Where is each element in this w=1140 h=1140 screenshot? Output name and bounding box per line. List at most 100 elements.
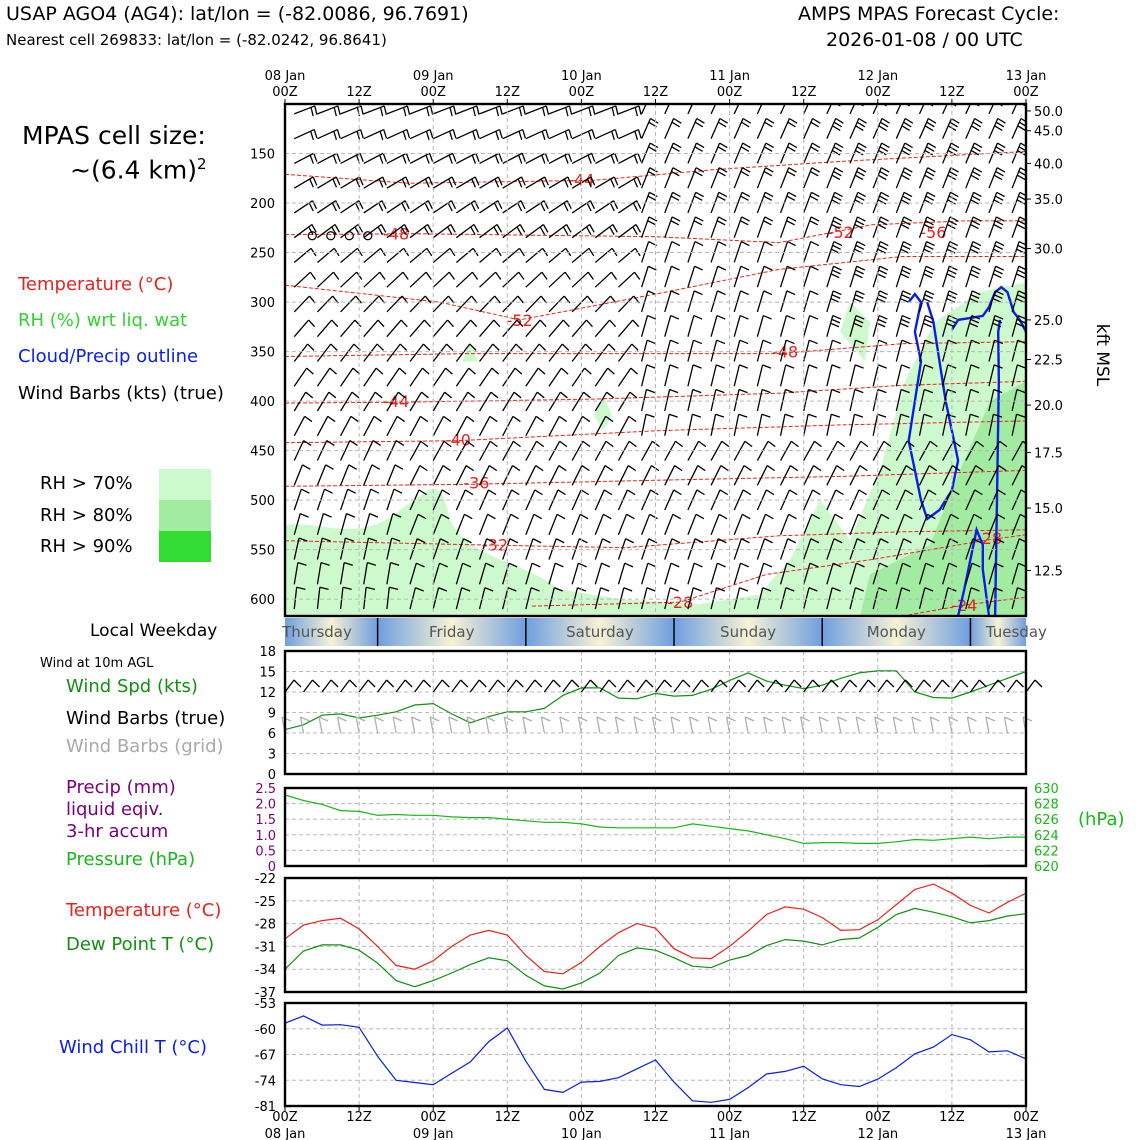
wind-barb-feather [922, 322, 932, 328]
grid-wind-barb [929, 716, 935, 734]
wind-barb-feather [298, 537, 308, 542]
wind-barb-shaft [455, 563, 464, 585]
wind-barb-shaft [803, 216, 812, 238]
true-wind-barb-feather [349, 679, 358, 688]
dewpoint-line-point [821, 944, 823, 946]
windchill-line-point [932, 1046, 934, 1048]
true-wind-barb-feather [478, 679, 487, 688]
wind-barb-shaft [363, 464, 373, 486]
wind-barb-feather [788, 142, 798, 149]
wind-barb-shaft [1011, 315, 1019, 337]
wind-barb-feather [638, 105, 642, 115]
legend-rh90-swatch [159, 531, 211, 562]
wind-speed-line-point [877, 670, 879, 672]
wind-barb-feather [948, 244, 957, 250]
true-wind-barb-feather [941, 679, 950, 688]
wind-barb-feather [565, 107, 569, 117]
wind-barb-feather [997, 117, 1006, 124]
wind-barb-shaft [641, 440, 653, 461]
wind-barb-feather [513, 391, 522, 399]
wind-barb-shaft [525, 223, 544, 239]
pressure-tick-label-8: 500 [250, 494, 275, 509]
wind-barb-feather [379, 154, 384, 164]
dewpoint-line-point [469, 964, 471, 966]
wind-barb-shaft [664, 118, 675, 139]
grid-wind-barb [633, 716, 638, 734]
grid-wind-barb-feather [707, 716, 718, 722]
temperature-line-point [321, 920, 323, 922]
wind-barb-shaft [432, 319, 449, 338]
wind-barb-shaft [293, 440, 305, 461]
true-wind-barb-feather [645, 679, 654, 688]
wind-barb-feather [486, 538, 496, 544]
cell-size-base: ~(6.4 km) [70, 155, 197, 185]
top-date-label-5: 10 Jan [561, 69, 602, 84]
wind-barb-feather [971, 290, 981, 296]
legend-rh: RH (%) wrt liq. wat [18, 310, 188, 331]
wind-barb-shaft [733, 104, 740, 115]
wind-barb-feather [904, 489, 914, 496]
true-wind-barb [432, 679, 443, 693]
wind-barb-feather [1017, 149, 1026, 156]
wind-barb-feather [832, 562, 842, 568]
windchill-line-point [858, 1086, 860, 1088]
wind-barb-shaft [363, 223, 382, 239]
cloud-outline-3 [956, 525, 991, 616]
wind-barb-feather [882, 465, 891, 472]
dewpoint-line-point [673, 957, 675, 959]
wind-barb-feather [880, 167, 890, 173]
wind-barb-feather [900, 318, 910, 324]
wind-barb-shaft [571, 440, 584, 461]
wind-barb-feather [738, 413, 748, 418]
wind-barb-feather [832, 125, 841, 132]
wind-barb-shaft [386, 105, 408, 115]
wind-barb-shaft [756, 216, 766, 238]
wind-barb-shaft [918, 315, 927, 337]
wind-barb-shaft [432, 343, 448, 362]
wind-barb-feather [568, 129, 573, 139]
wind-barb-feather [763, 290, 773, 296]
wind-barb-feather [951, 117, 960, 124]
isotherm-label-1: -44 [568, 170, 594, 189]
wind-barb-feather [510, 513, 519, 520]
wind-barb-feather [787, 538, 797, 544]
wind-barb-shaft [525, 200, 545, 214]
wind-barb-shaft [640, 563, 649, 585]
wind-barb-feather [1017, 339, 1026, 345]
temperature-line [284, 883, 1027, 975]
wind-barb-feather [904, 98, 912, 103]
wind-barb-feather [902, 265, 912, 271]
wind-barb-shaft [965, 587, 972, 610]
wind-barb-feather [560, 367, 569, 375]
rh-shading-region-4 [594, 396, 612, 431]
wind-barb-feather [970, 269, 980, 275]
wind-barb-shaft [965, 389, 972, 412]
wind-barb-shaft [803, 340, 810, 362]
wind-barb-shaft [918, 241, 928, 263]
panel2-frame [283, 786, 1028, 868]
grid-wind-barb-feather [300, 716, 310, 722]
panel3-frame [283, 876, 1028, 994]
wind-barb-feather [994, 244, 1004, 250]
wind-barb-feather [994, 339, 1004, 345]
wind-barb-shaft [710, 514, 720, 536]
wind-barb-feather [632, 226, 638, 236]
wind-barb-shaft [363, 440, 374, 461]
wind-barb-feather [952, 440, 961, 448]
wind-barb-shaft [363, 319, 379, 338]
wind-barb-shaft [409, 416, 421, 437]
wind-barb-shaft [340, 271, 358, 288]
wind-barb-shaft [640, 315, 649, 337]
bottom-hour-label-8: 12Z [791, 1110, 817, 1125]
wind-barb-feather [929, 440, 938, 448]
wind-barb-shaft [826, 389, 833, 412]
wind-barb-feather [976, 440, 985, 448]
wind-barb-feather [854, 174, 864, 181]
wind-barb-feather [811, 513, 820, 520]
pressure-line-point [969, 836, 971, 838]
wind-barb-shaft [733, 290, 742, 313]
wind-barb-shaft [339, 440, 351, 461]
wind-barb-shaft [594, 563, 603, 585]
wind-barb-feather [995, 170, 1004, 177]
